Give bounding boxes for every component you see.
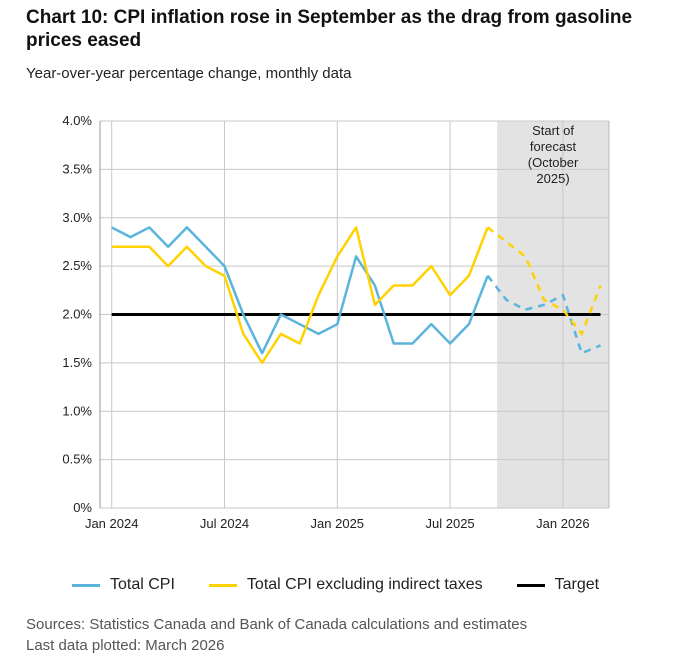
legend-label: Target: [554, 576, 600, 593]
legend-item-excl-taxes: Total CPI excluding indirect taxes: [208, 576, 483, 594]
forecast-annotation: Start of: [532, 123, 574, 138]
legend-item-target: Target: [516, 576, 600, 594]
legend-swatch-target: [516, 583, 545, 587]
last-data-text: Last data plotted: March 2026: [26, 637, 225, 654]
legend: Total CPI Total CPI excluding indirect t…: [72, 576, 633, 594]
y-tick-label: 2.0%: [62, 307, 92, 322]
y-tick-label: 4.0%: [62, 113, 92, 128]
total-cpi-line: [111, 226, 489, 355]
legend-swatch-excl-taxes: [208, 583, 237, 587]
x-tick-label: Jan 2025: [311, 516, 365, 531]
sources-note: Sources: Statistics Canada and Bank of C…: [26, 614, 527, 656]
chart-subtitle: Year-over-year percentage change, monthl…: [26, 65, 352, 82]
cpi-excl-taxes-forecast-line: [486, 226, 602, 337]
chart-title: Chart 10: CPI inflation rose in Septembe…: [26, 7, 633, 51]
chart-plot: 0% 0.5% 1.0% 1.5% 2.0% 2.5% 3.0% 3.5% 4.0% Jan 20…: [62, 113, 610, 531]
y-tick-label: 1.0%: [62, 403, 92, 418]
forecast-annotation: forecast: [530, 139, 577, 154]
y-tick-label: 3.5%: [62, 161, 92, 176]
legend-label: Total CPI: [110, 576, 175, 593]
x-tick-label: Jan 2026: [536, 516, 590, 531]
forecast-annotation: (October: [528, 155, 579, 170]
sources-text: Sources: Statistics Canada and Bank of C…: [26, 616, 528, 633]
x-tick-label: Jul 2025: [426, 516, 475, 531]
y-tick-label: 3.0%: [62, 210, 92, 225]
total-cpi-forecast-line: [486, 275, 601, 355]
y-tick-label: 0%: [73, 500, 92, 515]
legend-label: Total CPI excluding indirect taxes: [246, 576, 483, 593]
y-tick-label: 1.5%: [62, 355, 92, 370]
y-tick-label: 2.5%: [62, 258, 92, 273]
legend-item-total-cpi: Total CPI: [72, 576, 175, 594]
forecast-annotation: 2025): [536, 171, 569, 186]
legend-swatch-total-cpi: [72, 583, 100, 587]
x-tick-label: Jul 2024: [200, 516, 249, 531]
cpi-excl-taxes-line: [111, 226, 489, 365]
x-tick-label: Jan 2024: [85, 516, 139, 531]
y-tick-label: 0.5%: [62, 452, 92, 467]
